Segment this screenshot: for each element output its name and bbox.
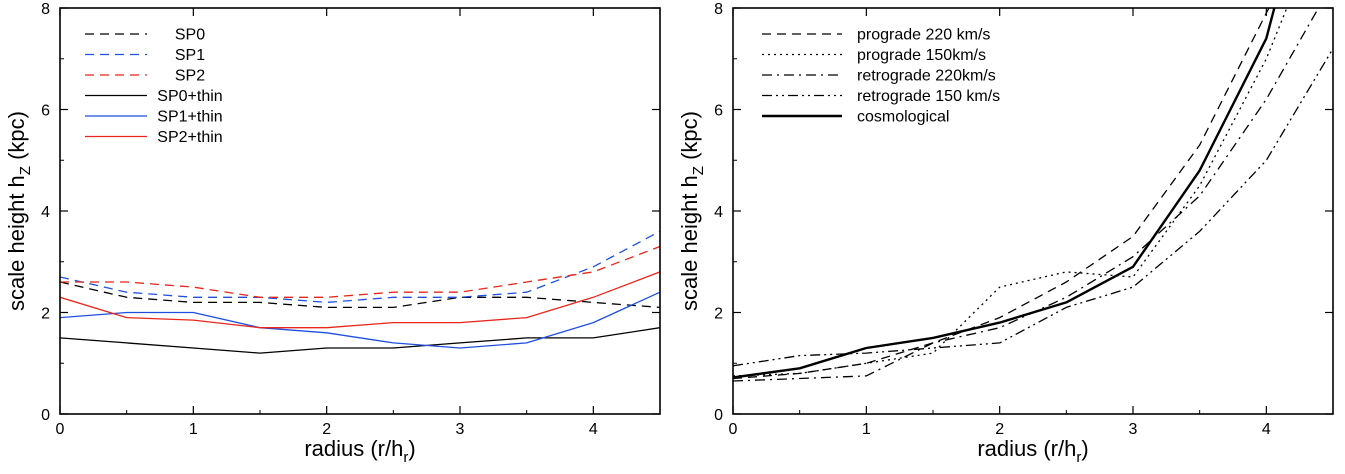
x-tick-label: 0 bbox=[729, 421, 738, 438]
legend-label: cosmological bbox=[857, 109, 949, 126]
y-tick-label: 4 bbox=[41, 204, 50, 221]
series-group bbox=[60, 230, 660, 354]
x-tick-label: 3 bbox=[456, 421, 465, 438]
legend-label: retrograde 150 km/s bbox=[857, 88, 1000, 105]
x-tick-label: 3 bbox=[1129, 421, 1138, 438]
x-axis-label: radius (r/hr) bbox=[977, 436, 1088, 466]
series-line-sp1-thin bbox=[60, 291, 660, 349]
series-group bbox=[733, 8, 1333, 382]
y-tick-label: 2 bbox=[41, 306, 50, 323]
series-line-sp2 bbox=[60, 245, 660, 298]
plot-frame bbox=[732, 7, 1334, 415]
legend-label: SP1 bbox=[175, 47, 205, 64]
y-axis-label: scale height hZ (kpc) bbox=[4, 111, 34, 311]
series-line-cosmological bbox=[733, 8, 1276, 379]
legend-label: prograde 150km/s bbox=[857, 47, 986, 64]
series-line-retrograde-150-km-s bbox=[733, 48, 1333, 367]
series-line-prograde-220-km-s bbox=[733, 8, 1270, 380]
y-tick-label: 4 bbox=[714, 204, 723, 221]
legend-label: prograde 220 km/s bbox=[857, 27, 990, 44]
legend-label: retrograde 220km/s bbox=[857, 68, 996, 85]
series-line-retrograde-220km-s bbox=[733, 8, 1320, 382]
x-tick-label: 1 bbox=[189, 421, 198, 438]
x-tick-label: 2 bbox=[322, 421, 331, 438]
y-tick-label: 6 bbox=[41, 103, 50, 120]
x-tick-label: 2 bbox=[995, 421, 1004, 438]
y-tick-label: 6 bbox=[714, 103, 723, 120]
series-line-sp0-thin bbox=[60, 327, 660, 354]
x-tick-label: 1 bbox=[862, 421, 871, 438]
series-line-sp2-thin bbox=[60, 271, 660, 329]
left-chart-panel: 0 1 2 3 4 0 2 4 6 8 radius (r/hr) scale height hZ (… bbox=[4, 1, 661, 466]
right-chart-panel: 0 1 2 3 4 0 2 4 6 8 radius (r/hr) scale height hZ (… bbox=[677, 1, 1334, 466]
x-axis-label: radius (r/hr) bbox=[304, 436, 415, 466]
legend-label: SP0 bbox=[175, 27, 205, 44]
legend-label: SP0+thin bbox=[157, 88, 222, 105]
x-tick-label: 4 bbox=[1262, 421, 1271, 438]
x-tick-label: 4 bbox=[589, 421, 598, 438]
series-line-sp0 bbox=[60, 281, 660, 309]
plot-frame bbox=[59, 7, 661, 415]
legend-label: SP2+thin bbox=[157, 129, 222, 146]
legend: SP0 SP1 SP2 SP0+thin SP1+thin SP2+thin bbox=[85, 27, 223, 146]
series-line-sp1 bbox=[60, 230, 660, 304]
x-tick-label: 0 bbox=[56, 421, 65, 438]
y-tick-label: 8 bbox=[41, 1, 50, 18]
legend: prograde 220 km/s prograde 150km/s retrogr… bbox=[762, 27, 1000, 126]
y-tick-label: 2 bbox=[714, 306, 723, 323]
y-tick-label: 0 bbox=[41, 407, 50, 424]
y-axis-label: scale height hZ (kpc) bbox=[677, 111, 707, 311]
y-tick-label: 0 bbox=[714, 407, 723, 424]
legend-label: SP1+thin bbox=[157, 109, 222, 126]
y-tick-label: 8 bbox=[714, 1, 723, 18]
legend-label: SP2 bbox=[175, 68, 205, 85]
